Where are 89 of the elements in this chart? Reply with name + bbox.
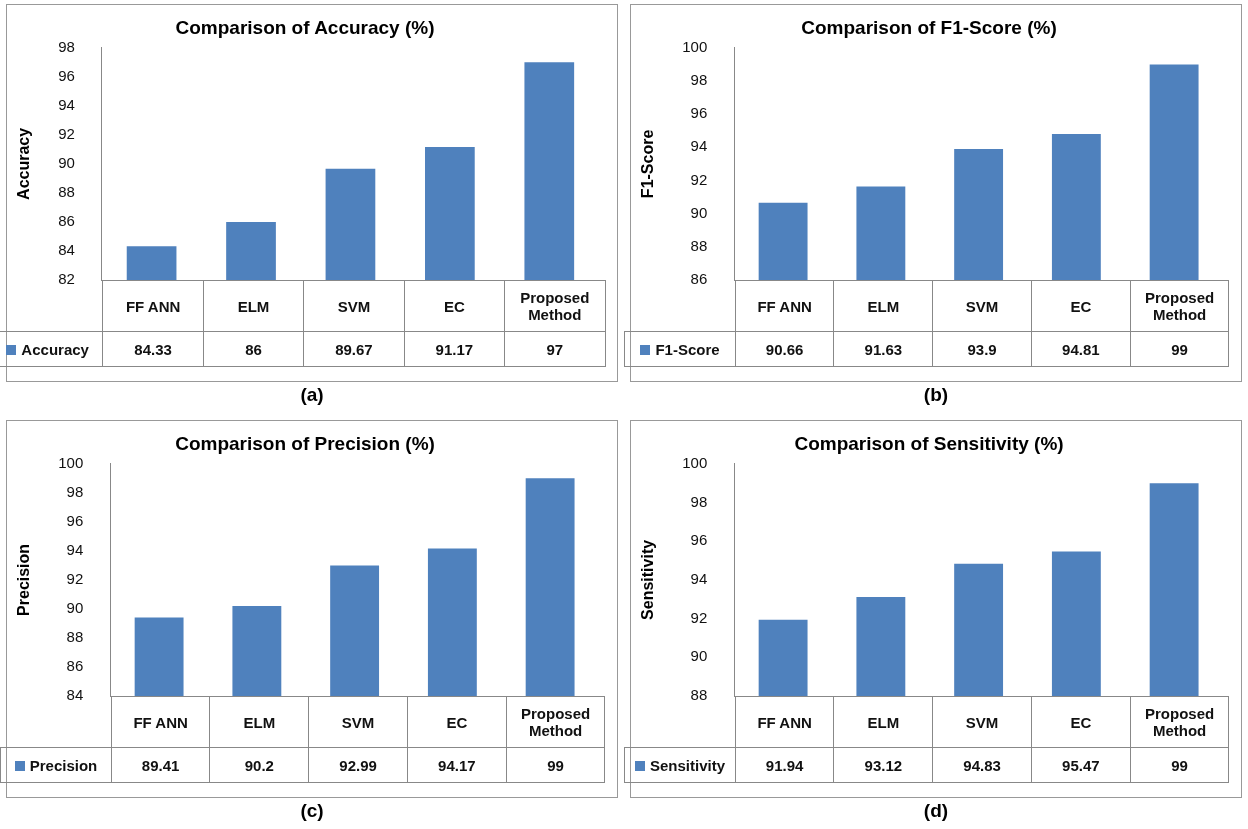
data-label: 93.9 [932, 331, 1032, 367]
y-tick-label: 88 [66, 628, 84, 646]
y-tick-label: 90 [690, 647, 708, 665]
y-tick-label: 86 [66, 657, 84, 675]
y-tick-label: 100 [682, 453, 708, 471]
data-label: 95.47 [1031, 747, 1131, 783]
x-tick-label: Proposed Method [506, 696, 605, 748]
x-tick-label: Proposed Method [504, 280, 605, 332]
x-tick-label: FF ANN [102, 280, 204, 332]
x-tick-label: EC [1031, 696, 1131, 748]
x-tick-label: ELM [209, 696, 309, 748]
chart-title: Comparison of Sensitivity (%) [794, 432, 1064, 454]
data-label: 92.99 [308, 747, 408, 783]
y-tick-label: 84 [58, 241, 75, 259]
data-label: 94.17 [407, 747, 507, 783]
y-tick-label: 86 [58, 212, 75, 230]
y-tick-label: 94 [690, 570, 708, 588]
y-tick-label: 88 [690, 686, 708, 704]
y-tick-label: 86 [690, 270, 708, 288]
data-label: 91.94 [735, 747, 834, 783]
chart-title: Comparison of Precision (%) [175, 432, 435, 454]
y-tick-label: 96 [66, 511, 84, 529]
data-label: 89.41 [111, 747, 210, 783]
data-label: 94.81 [1031, 331, 1131, 367]
y-tick-label: 94 [58, 95, 75, 113]
data-label: 86 [203, 331, 304, 367]
x-tick-label: SVM [932, 280, 1032, 332]
data-label: 97 [504, 331, 605, 367]
x-tick-label: SVM [308, 696, 408, 748]
x-tick-label: EC [407, 696, 507, 748]
y-tick-label: 98 [58, 37, 75, 55]
y-axis-title: Sensitivity [639, 539, 657, 620]
x-tick-label: SVM [932, 696, 1032, 748]
legend-label: F1-Score [624, 331, 736, 367]
y-tick-label: 84 [66, 686, 84, 704]
x-tick-label: EC [1031, 280, 1131, 332]
data-label: 94.83 [932, 747, 1032, 783]
data-label: 91.63 [833, 331, 933, 367]
data-label: 84.33 [102, 331, 204, 367]
y-tick-label: 90 [66, 599, 84, 617]
legend-label: Sensitivity [624, 747, 736, 783]
y-axis-title: F1-Score [639, 129, 657, 199]
y-tick-label: 90 [690, 203, 708, 221]
text: (d) [922, 800, 950, 822]
y-tick-label: 96 [690, 531, 708, 549]
x-tick-label: Proposed Method [1130, 696, 1229, 748]
legend-label: Precision [0, 747, 112, 783]
y-tick-label: 88 [690, 236, 708, 254]
x-tick-label: FF ANN [735, 696, 834, 748]
y-tick-label: 92 [58, 125, 75, 143]
data-label: 89.67 [303, 331, 405, 367]
chart-title: Comparison of F1-Score (%) [801, 16, 1057, 38]
data-label: 90.2 [209, 747, 309, 783]
x-tick-label: ELM [833, 280, 933, 332]
y-tick-label: 94 [690, 137, 708, 155]
x-tick-label: FF ANN [111, 696, 210, 748]
y-tick-label: 88 [58, 183, 75, 201]
text: (a) [299, 384, 325, 406]
text: (c) [299, 800, 325, 822]
x-tick-label: ELM [203, 280, 304, 332]
y-tick-label: 96 [58, 66, 75, 84]
x-tick-label: FF ANN [735, 280, 834, 332]
x-tick-label: Proposed Method [1130, 280, 1229, 332]
y-tick-label: 98 [66, 482, 84, 500]
y-axis-title: Accuracy [15, 127, 33, 200]
data-label: 99 [1130, 331, 1229, 367]
data-label: 99 [506, 747, 605, 783]
legend-label: Accuracy [0, 331, 103, 367]
x-tick-label: ELM [833, 696, 933, 748]
y-tick-label: 96 [690, 104, 708, 122]
chart-title: Comparison of Accuracy (%) [175, 16, 435, 38]
y-tick-label: 92 [66, 570, 84, 588]
x-tick-label: EC [404, 280, 505, 332]
y-tick-label: 90 [58, 154, 75, 172]
x-tick-label: SVM [303, 280, 405, 332]
y-tick-label: 92 [690, 170, 708, 188]
data-label: 93.12 [833, 747, 933, 783]
data-label: 91.17 [404, 331, 505, 367]
y-tick-label: 100 [682, 37, 708, 55]
text: (b) [922, 384, 950, 406]
y-tick-label: 98 [690, 71, 708, 89]
y-tick-label: 94 [66, 541, 84, 559]
data-label: 90.66 [735, 331, 834, 367]
y-tick-label: 98 [690, 492, 708, 510]
y-tick-label: 100 [58, 453, 84, 471]
y-tick-label: 82 [58, 270, 75, 288]
y-axis-title: Precision [15, 543, 33, 616]
data-label: 99 [1130, 747, 1229, 783]
y-tick-label: 92 [690, 608, 708, 626]
